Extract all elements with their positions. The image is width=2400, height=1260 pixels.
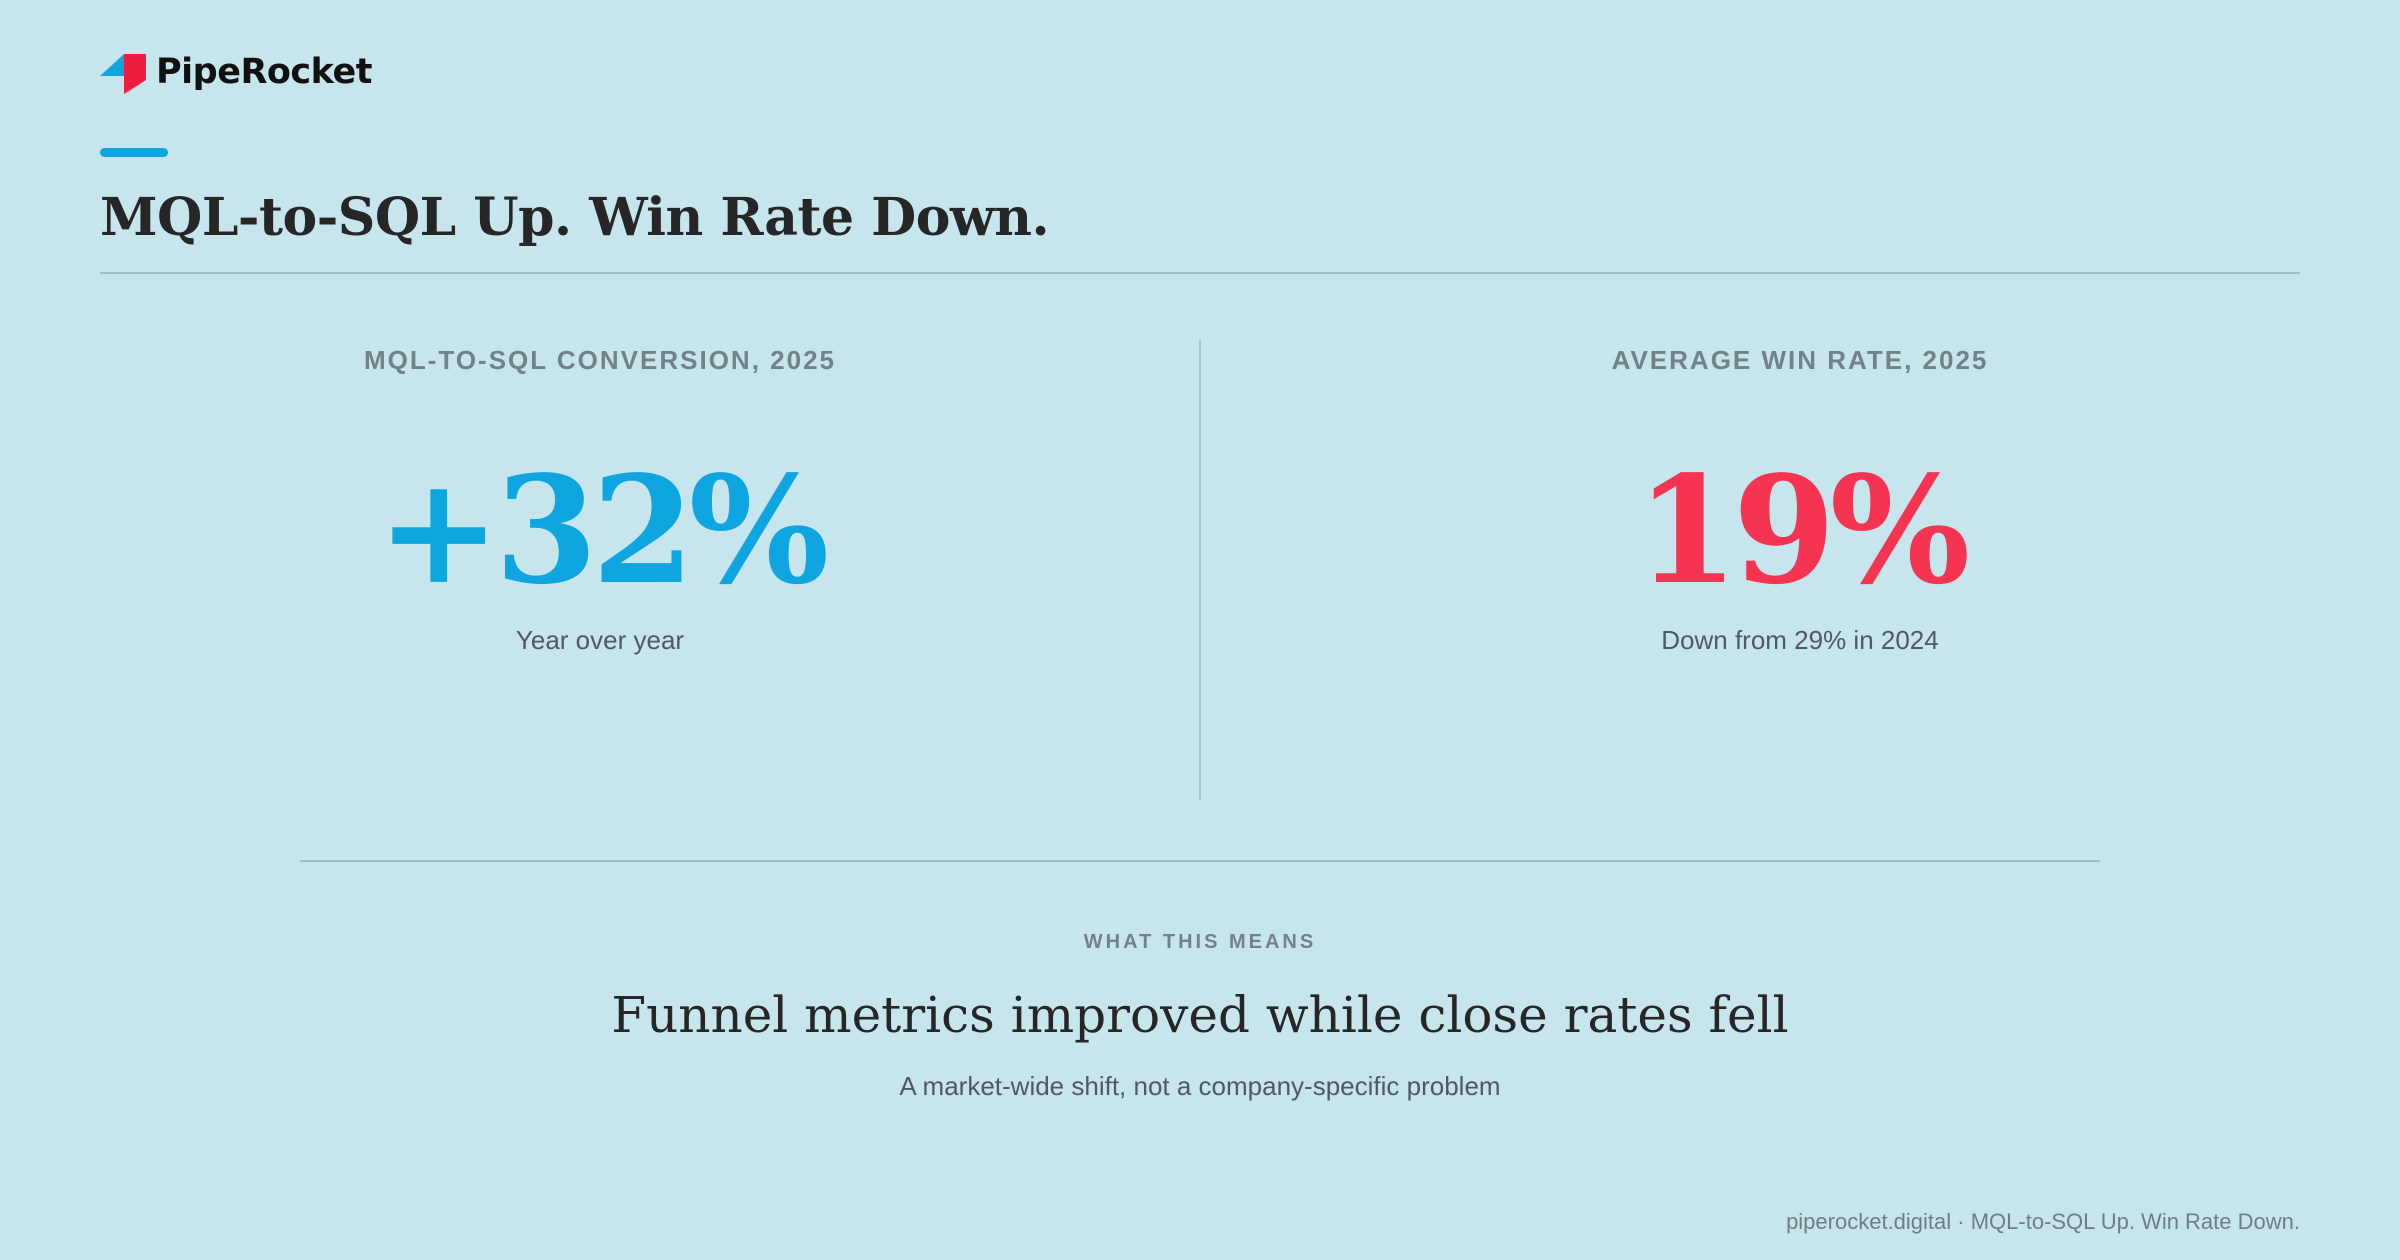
stat-label: AVERAGE WIN RATE, 2025 <box>1611 345 1989 375</box>
footer-text: piperocket.digital · MQL-to-SQL Up. Win … <box>1786 1209 2300 1234</box>
brand-logo: PipeRocket <box>100 50 373 94</box>
piperocket-logo-icon <box>100 54 146 94</box>
stat-label: MQL-TO-SQL CONVERSION, 2025 <box>363 345 836 375</box>
section-divider <box>300 860 2100 862</box>
stat-value: 19% <box>1635 443 1971 617</box>
accent-bar <box>100 148 168 157</box>
meaning-label: WHAT THIS MEANS <box>1083 931 1317 953</box>
stat-mql-to-sql: MQL-TO-SQL CONVERSION, 2025 +32% Year ov… <box>150 330 1050 660</box>
stat-win-rate: AVERAGE WIN RATE, 2025 19% Down from 29%… <box>1350 330 2250 660</box>
stat-divider <box>1199 340 1201 800</box>
stat-caption: Year over year <box>515 625 685 655</box>
brand-name: PipeRocket <box>156 52 373 92</box>
meaning-title: Funnel metrics improved while close rate… <box>611 986 1789 1044</box>
stat-caption: Down from 29% in 2024 <box>1661 625 1939 655</box>
page-title: MQL-to-SQL Up. Win Rate Down. <box>100 187 1050 248</box>
header-divider <box>100 272 2300 274</box>
meaning-subtitle: A market-wide shift, not a company-speci… <box>899 1071 1501 1101</box>
stat-value: +32% <box>376 443 830 617</box>
what-this-means: WHAT THIS MEANS Funnel metrics improved … <box>300 920 2100 1106</box>
